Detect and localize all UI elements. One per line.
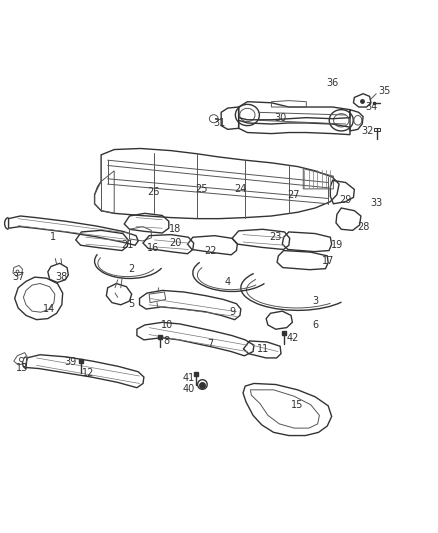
Text: 12: 12 <box>82 368 94 378</box>
Text: 24: 24 <box>235 184 247 195</box>
Text: 27: 27 <box>287 190 300 200</box>
Text: 40: 40 <box>182 384 194 394</box>
Text: 19: 19 <box>331 240 343 250</box>
Text: 4: 4 <box>225 278 231 287</box>
Text: 18: 18 <box>169 224 181 235</box>
Text: 14: 14 <box>42 304 55 314</box>
Text: 28: 28 <box>357 222 369 232</box>
Text: 34: 34 <box>366 102 378 112</box>
Text: 6: 6 <box>312 320 318 330</box>
Text: 31: 31 <box>213 118 225 128</box>
Text: 9: 9 <box>229 306 235 317</box>
Text: 20: 20 <box>169 238 181 247</box>
Text: 15: 15 <box>291 400 304 410</box>
Text: 8: 8 <box>163 336 170 346</box>
Text: 37: 37 <box>12 272 25 282</box>
Text: 36: 36 <box>326 78 339 88</box>
Text: 13: 13 <box>16 362 28 373</box>
Text: 41: 41 <box>182 373 194 383</box>
Text: 16: 16 <box>147 243 159 253</box>
Text: 22: 22 <box>204 246 216 255</box>
Text: 7: 7 <box>207 338 213 349</box>
Text: 35: 35 <box>379 86 391 96</box>
Text: 21: 21 <box>121 240 134 250</box>
Text: 10: 10 <box>160 320 173 330</box>
Text: 23: 23 <box>269 232 282 243</box>
Text: 5: 5 <box>128 298 135 309</box>
Text: 17: 17 <box>322 256 334 266</box>
Text: 38: 38 <box>56 272 68 282</box>
Text: 33: 33 <box>370 198 382 208</box>
Text: 2: 2 <box>128 264 135 274</box>
Text: 1: 1 <box>50 232 56 243</box>
Text: 42: 42 <box>287 333 300 343</box>
Text: 39: 39 <box>64 357 77 367</box>
Text: 25: 25 <box>195 184 208 195</box>
Text: 32: 32 <box>361 126 374 136</box>
Text: 29: 29 <box>339 195 352 205</box>
Text: 30: 30 <box>274 112 286 123</box>
Text: 3: 3 <box>312 296 318 306</box>
Text: 11: 11 <box>257 344 269 354</box>
Text: 26: 26 <box>147 187 160 197</box>
